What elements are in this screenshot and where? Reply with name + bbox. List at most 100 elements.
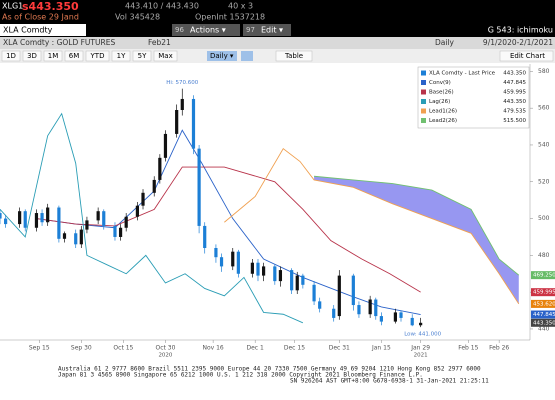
candle-body: [351, 275, 355, 306]
y-tick-label: 500: [538, 215, 550, 222]
candle-body: [118, 227, 123, 237]
indicator-line: [36, 166, 421, 293]
open-interest: OpenInt 1537218: [195, 13, 265, 22]
indicator-line: [0, 112, 304, 324]
period-button[interactable]: [207, 51, 237, 61]
candle-body: [141, 192, 145, 206]
range-button[interactable]: [85, 50, 110, 62]
x-tick-label: Feb 15: [458, 345, 478, 352]
candle-body: [301, 275, 305, 285]
candle-body: [124, 216, 128, 228]
range-button[interactable]: [153, 50, 178, 62]
x-tick-label: Sep 15: [29, 345, 50, 352]
axis-tag: [531, 299, 555, 308]
candle-body: [219, 257, 224, 267]
range-button[interactable]: [132, 50, 152, 62]
candle-body: [96, 211, 100, 221]
axis-tag-label: 443.350: [533, 320, 555, 326]
hi-annotation: Hi: 570.600: [166, 80, 199, 86]
legend-value: 515.500: [503, 118, 526, 124]
candle-body: [197, 148, 201, 226]
indicator-line: [314, 175, 520, 276]
legend-name: Lead2(26): [429, 118, 457, 124]
x-tick-label: Nov 16: [202, 345, 223, 352]
candle-body: [158, 157, 162, 180]
y-tick-label: 580: [538, 68, 550, 75]
candle-body: [236, 251, 240, 274]
edit-button[interactable]: [243, 24, 291, 36]
candle-body: [290, 270, 294, 291]
candle-body: [46, 207, 50, 223]
legend-swatch: [421, 108, 426, 114]
candle-body: [62, 233, 67, 239]
candle-body: [0, 213, 2, 219]
range-label: Max: [158, 52, 172, 60]
candle-body: [203, 225, 207, 248]
candle-body: [163, 133, 168, 158]
candle-body: [337, 275, 341, 317]
range-button[interactable]: [64, 50, 84, 62]
description: XLA Comdty : GOLD FUTURES: [3, 38, 115, 47]
axis-tag-label: 469.250: [533, 273, 555, 279]
candle-body: [135, 205, 140, 217]
legend-name: Base(26): [429, 90, 454, 96]
security: XLA Comdty: [3, 26, 53, 35]
range-label: YTD: [90, 52, 105, 60]
candle-body: [250, 262, 254, 274]
security-input[interactable]: [0, 24, 86, 36]
range-button[interactable]: [22, 50, 42, 62]
candle-body: [273, 266, 277, 282]
axis-tag-label: 459.995: [533, 290, 555, 296]
indicator-line: [36, 129, 421, 315]
range-button[interactable]: [1, 50, 21, 62]
range-label: 6M: [69, 52, 80, 60]
as-of: As of Close 29 Jand: [2, 13, 79, 22]
candle-body: [4, 218, 8, 225]
candle-body: [332, 308, 336, 318]
legend-swatch: [421, 80, 426, 85]
candle-body: [57, 207, 61, 239]
x-tick-label: Feb 26: [489, 345, 509, 352]
edit-chart-button[interactable]: [499, 50, 554, 62]
axis-tag: [531, 271, 555, 280]
candle-body: [191, 98, 196, 149]
edit-chart: Edit Chart: [510, 52, 545, 60]
legend-value: 479.535: [503, 109, 526, 115]
low-annotation: Low: 441.000: [404, 332, 441, 338]
candle-body: [175, 110, 179, 134]
table: Table: [284, 52, 303, 60]
axis-tag: [531, 310, 555, 319]
function: G 543: ichimoku: [488, 26, 553, 35]
y-tick-label: 440: [538, 325, 550, 332]
legend-name: Conv(9): [429, 80, 451, 86]
legend-name: Lead1(26): [429, 109, 457, 115]
axis-tag-label: 447.845: [533, 312, 555, 318]
legend-swatch: [421, 70, 426, 76]
candle-body: [18, 211, 22, 225]
range-button[interactable]: [111, 50, 131, 62]
candle-body: [79, 229, 83, 245]
edit: Edit ▾: [261, 26, 283, 35]
desc-bar: [0, 37, 555, 49]
candle-body: [40, 213, 44, 223]
range-buttons: 1D 3D 1M 6M YTD 1Y 5Y Max: [1, 50, 178, 62]
actions-button[interactable]: [172, 24, 240, 36]
legend-name: XLA Comdty - Last Price: [429, 71, 496, 77]
range-label: 1M: [48, 52, 59, 60]
table-button[interactable]: [275, 50, 313, 62]
ticker: XLG1: [2, 2, 23, 11]
legend-box: [417, 66, 530, 129]
candle-body: [312, 284, 316, 302]
y-tick-label: 560: [538, 105, 550, 112]
actions-num: 96: [175, 26, 184, 34]
range-label: 1Y: [117, 52, 126, 60]
footer-line: SN 926264 AST GMT+8:00 G678-6938-1 31-Ja…: [290, 378, 489, 385]
candle-body: [23, 211, 27, 228]
contract: Feb21: [148, 38, 171, 47]
range-button[interactable]: [43, 50, 63, 62]
icon-button[interactable]: [241, 51, 253, 61]
candle-body: [113, 225, 117, 237]
legend-swatch: [421, 118, 426, 123]
size: 40 x 3: [228, 2, 253, 11]
